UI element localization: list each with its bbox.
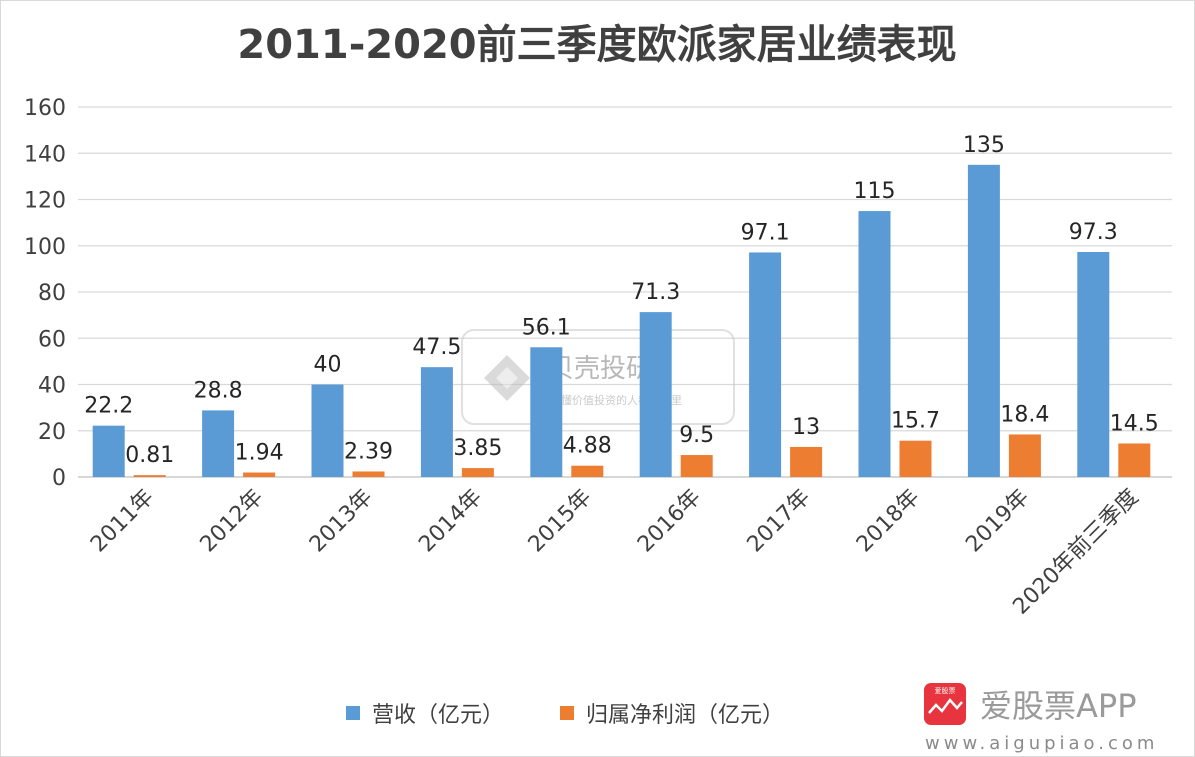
data-label-net-profit: 18.4 — [1000, 402, 1049, 427]
watermark-logo-icon — [484, 355, 530, 401]
data-label-net-profit: 3.85 — [453, 436, 502, 461]
data-label-revenue: 71.3 — [631, 280, 680, 305]
bar-net-profit — [133, 475, 166, 477]
data-label-revenue: 40 — [314, 353, 342, 378]
app-url: www.aigupiao.com — [925, 733, 1158, 754]
data-labels: 22.2 0.81 28.8 1.94 40 2.39 47.5 3.85 56.1 4.88 71… — [84, 133, 1159, 468]
bar-revenue — [967, 164, 1000, 477]
x-tick-label: 2019年 — [961, 485, 1034, 558]
data-label-revenue: 28.8 — [194, 378, 243, 403]
bar-net-profit — [461, 468, 494, 477]
bar-revenue — [858, 211, 891, 477]
y-tick-label: 20 — [38, 420, 66, 445]
data-label-net-profit: 1.94 — [235, 441, 284, 466]
x-tick-label: 2011年 — [86, 485, 159, 558]
x-tick-label: 2015年 — [524, 485, 597, 558]
x-tick-label: 2016年 — [633, 485, 706, 558]
data-label-net-profit: 13 — [792, 415, 820, 440]
bar-net-profit — [1008, 434, 1041, 477]
y-tick-label: 60 — [38, 327, 66, 352]
bar-revenue — [749, 252, 782, 477]
y-tick-label: 80 — [38, 281, 66, 306]
watermark-center: 贝壳投研 更懂价值投资的人都在这里 — [461, 329, 735, 425]
bar-net-profit — [571, 465, 604, 477]
bar-revenue — [202, 410, 235, 477]
legend-label-revenue: 营收（亿元） — [372, 703, 504, 728]
data-label-net-profit: 14.5 — [1110, 411, 1159, 436]
data-label-revenue: 97.3 — [1069, 220, 1118, 245]
bar-revenue — [639, 312, 672, 477]
bar-net-profit — [243, 472, 276, 477]
bars — [92, 164, 1151, 477]
y-tick-label: 120 — [24, 189, 66, 214]
legend: 营收（亿元） 归属净利润（亿元） — [346, 703, 784, 728]
bar-net-profit — [1118, 443, 1151, 477]
y-tick-label: 140 — [24, 142, 66, 167]
x-tick-label: 2013年 — [305, 485, 378, 558]
bar-net-profit — [352, 471, 385, 477]
watermark-frame — [461, 329, 735, 425]
y-tick-label: 160 — [24, 96, 66, 121]
bar-revenue — [311, 384, 344, 477]
x-axis: 2011年 2012年 2013年 2014年 2015年 2016年 2017年 2018年… — [86, 485, 1143, 620]
y-axis: 0 20 40 60 80 100 120 140 160 — [24, 96, 66, 491]
y-tick-label: 0 — [52, 466, 66, 491]
x-tick-label: 2012年 — [196, 485, 269, 558]
data-label-revenue: 97.1 — [741, 220, 790, 245]
bar-revenue — [92, 425, 125, 477]
bar-net-profit — [899, 440, 932, 477]
data-label-net-profit: 2.39 — [344, 439, 393, 464]
app-icon-text: 爱股票 — [935, 687, 956, 695]
chart-title: 2011-2020前三季度欧派家居业绩表现 — [237, 22, 956, 68]
y-tick-label: 100 — [24, 235, 66, 260]
bar-net-profit — [790, 446, 823, 477]
data-label-net-profit: 4.88 — [563, 434, 612, 459]
data-label-net-profit: 9.5 — [679, 423, 714, 448]
x-tick-label: 2014年 — [414, 485, 487, 558]
data-label-revenue: 22.2 — [84, 394, 133, 419]
y-tick-label: 40 — [38, 374, 66, 399]
x-tick-label: 2018年 — [852, 485, 925, 558]
bar-net-profit — [680, 455, 713, 477]
app-brand: 爱股票APP — [980, 687, 1137, 725]
data-label-revenue: 47.5 — [412, 335, 461, 360]
data-label-revenue: 115 — [854, 179, 896, 204]
data-label-revenue: 135 — [963, 133, 1005, 158]
app-logo-icon — [924, 683, 966, 725]
legend-swatch-revenue — [346, 706, 360, 720]
bar-revenue — [1077, 251, 1110, 477]
data-label-net-profit: 0.81 — [125, 443, 174, 468]
watermark-app: 爱股票 爱股票APP www.aigupiao.com — [924, 683, 1158, 754]
legend-label-net-profit: 归属净利润（亿元） — [586, 703, 784, 728]
legend-swatch-net-profit — [560, 706, 574, 720]
bar-revenue — [420, 367, 453, 477]
x-tick-label: 2017年 — [743, 485, 816, 558]
bar-revenue — [530, 347, 563, 477]
app-logo-line-icon — [928, 697, 963, 714]
data-label-net-profit: 15.7 — [891, 409, 940, 434]
data-label-revenue: 56.1 — [522, 315, 571, 340]
watermark-brand: 贝壳投研 — [548, 354, 652, 384]
